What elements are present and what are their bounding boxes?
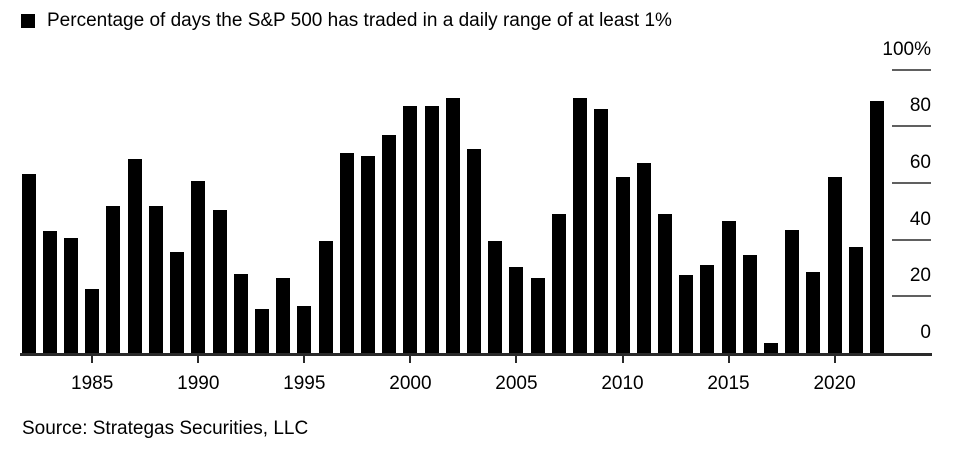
x-axis-label-2005: 2005 <box>495 373 538 394</box>
legend-square-icon <box>21 14 35 28</box>
bar-2011 <box>636 163 651 353</box>
bar-2000 <box>403 106 418 353</box>
bar-2005 <box>509 267 524 353</box>
bar-1983 <box>42 231 57 353</box>
y-tick-80 <box>892 125 931 128</box>
x-tick-2010 <box>621 355 624 363</box>
bar-1985 <box>85 289 100 353</box>
bar-2020 <box>827 177 842 353</box>
bar-1994 <box>276 278 291 353</box>
y-axis-label-0: 0 <box>920 322 931 343</box>
y-axis-label-100: 100% <box>882 38 931 60</box>
bar-2017 <box>764 343 778 353</box>
bar-2019 <box>806 272 821 353</box>
bar-2009 <box>594 109 609 353</box>
bar-2008 <box>573 98 588 353</box>
bar-1999 <box>382 135 397 353</box>
y-tick-60 <box>892 181 931 184</box>
bar-1997 <box>339 153 354 353</box>
y-axis-label-20: 20 <box>909 265 931 287</box>
bar-1989 <box>170 252 185 353</box>
bar-1992 <box>233 274 248 353</box>
bar-1993 <box>254 309 269 353</box>
bar-2006 <box>530 278 545 353</box>
bar-2007 <box>551 214 566 353</box>
bar-2001 <box>424 106 439 353</box>
x-axis-label-1990: 1990 <box>177 373 220 394</box>
x-axis-label-2020: 2020 <box>813 373 856 394</box>
bar-1990 <box>191 181 206 353</box>
x-axis-label-2000: 2000 <box>389 373 432 394</box>
y-tick-100 <box>892 68 931 71</box>
bar-2018 <box>785 230 800 353</box>
x-axis-label-1985: 1985 <box>71 373 114 394</box>
x-tick-1990 <box>197 355 200 363</box>
y-axis-label-60: 60 <box>909 151 931 173</box>
x-tick-2005 <box>515 355 518 363</box>
bar-1991 <box>212 210 227 353</box>
legend: Percentage of days the S&P 500 has trade… <box>21 10 672 32</box>
bar-2012 <box>657 214 672 353</box>
bar-1984 <box>64 238 78 353</box>
y-axis-label-40: 40 <box>909 208 931 230</box>
bar-1982 <box>21 174 36 353</box>
bar-2003 <box>467 149 481 353</box>
bar-2022 <box>870 101 884 353</box>
bar-2021 <box>848 247 863 353</box>
chart-title: Percentage of days the S&P 500 has trade… <box>47 10 672 31</box>
bar-2013 <box>679 275 694 353</box>
x-tick-2000 <box>409 355 412 363</box>
x-tick-2020 <box>833 355 836 363</box>
y-tick-20 <box>892 295 931 298</box>
bar-1998 <box>361 156 375 353</box>
bar-1987 <box>127 159 142 353</box>
x-axis-line <box>20 353 932 356</box>
x-axis-label-2015: 2015 <box>707 373 750 394</box>
x-axis-label-2010: 2010 <box>601 373 644 394</box>
x-axis-label-1995: 1995 <box>283 373 326 394</box>
y-tick-40 <box>892 238 931 241</box>
x-tick-1995 <box>303 355 306 363</box>
bar-2016 <box>742 255 757 353</box>
bar-1996 <box>318 241 333 353</box>
x-tick-2015 <box>727 355 730 363</box>
bar-2010 <box>615 177 630 353</box>
y-axis-label-80: 80 <box>909 95 931 117</box>
bar-2015 <box>721 221 736 353</box>
bar-1988 <box>148 206 163 353</box>
bar-2014 <box>700 265 715 353</box>
bar-1986 <box>106 206 121 353</box>
bar-2002 <box>445 98 460 353</box>
bar-1995 <box>297 306 312 353</box>
x-tick-1985 <box>91 355 94 363</box>
bar-2004 <box>488 241 503 353</box>
source-text: Source: Strategas Securities, LLC <box>22 418 309 439</box>
